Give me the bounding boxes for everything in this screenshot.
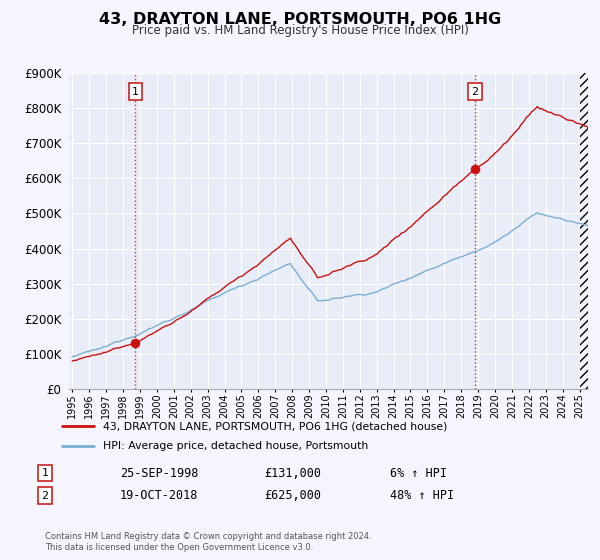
Text: 1: 1 bbox=[41, 468, 49, 478]
Text: 6% ↑ HPI: 6% ↑ HPI bbox=[390, 466, 447, 480]
Point bbox=[131, 339, 140, 348]
Point bbox=[470, 165, 479, 174]
Text: 2: 2 bbox=[471, 87, 478, 97]
Text: HPI: Average price, detached house, Portsmouth: HPI: Average price, detached house, Port… bbox=[103, 441, 368, 451]
Text: £625,000: £625,000 bbox=[264, 489, 321, 502]
Text: 19-OCT-2018: 19-OCT-2018 bbox=[120, 489, 199, 502]
Text: This data is licensed under the Open Government Licence v3.0.: This data is licensed under the Open Gov… bbox=[45, 543, 313, 552]
Text: 25-SEP-1998: 25-SEP-1998 bbox=[120, 466, 199, 480]
Text: 43, DRAYTON LANE, PORTSMOUTH, PO6 1HG (detached house): 43, DRAYTON LANE, PORTSMOUTH, PO6 1HG (d… bbox=[103, 421, 448, 431]
Text: 1: 1 bbox=[132, 87, 139, 97]
Text: £131,000: £131,000 bbox=[264, 466, 321, 480]
Text: 43, DRAYTON LANE, PORTSMOUTH, PO6 1HG: 43, DRAYTON LANE, PORTSMOUTH, PO6 1HG bbox=[99, 12, 501, 27]
Text: 2: 2 bbox=[41, 491, 49, 501]
Text: Contains HM Land Registry data © Crown copyright and database right 2024.: Contains HM Land Registry data © Crown c… bbox=[45, 532, 371, 541]
Text: 48% ↑ HPI: 48% ↑ HPI bbox=[390, 489, 454, 502]
Bar bbox=[580, 73, 596, 389]
Text: Price paid vs. HM Land Registry's House Price Index (HPI): Price paid vs. HM Land Registry's House … bbox=[131, 24, 469, 37]
